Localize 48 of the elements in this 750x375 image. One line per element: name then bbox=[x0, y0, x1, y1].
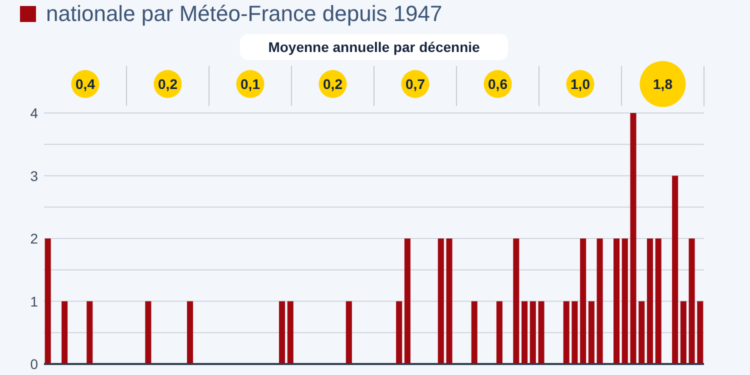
bar bbox=[471, 301, 478, 364]
bar bbox=[680, 301, 686, 364]
bar bbox=[278, 301, 286, 364]
y-tick-label: 1 bbox=[30, 293, 38, 310]
bar bbox=[62, 301, 68, 364]
text: 0,2 bbox=[323, 76, 343, 92]
bar bbox=[404, 238, 410, 364]
bar bbox=[346, 301, 352, 364]
text: 1,0 bbox=[570, 76, 590, 92]
bar bbox=[630, 113, 636, 364]
text: 0,7 bbox=[406, 76, 426, 92]
text: 1,8 bbox=[653, 76, 673, 92]
bar bbox=[496, 301, 502, 364]
bar bbox=[538, 301, 544, 364]
text: 0,1 bbox=[240, 76, 260, 92]
y-tick-label: 4 bbox=[30, 105, 38, 121]
bar bbox=[672, 176, 678, 364]
bar bbox=[522, 301, 528, 364]
text: Moyenne annuelle par décennie bbox=[268, 39, 480, 55]
legend-label: nationale par Météo-France depuis 1947 bbox=[46, 1, 442, 26]
text: 0,2 bbox=[158, 76, 178, 92]
bar bbox=[588, 301, 594, 364]
bar bbox=[697, 301, 704, 364]
bar bbox=[44, 238, 51, 364]
y-tick-label: 2 bbox=[30, 230, 38, 246]
bar bbox=[614, 238, 620, 364]
bar bbox=[646, 238, 653, 364]
bar bbox=[638, 301, 645, 364]
bar bbox=[563, 301, 570, 364]
bar bbox=[86, 301, 93, 364]
y-tick-label: 3 bbox=[30, 168, 38, 184]
bar bbox=[596, 238, 603, 364]
bar bbox=[530, 301, 536, 364]
bar bbox=[655, 238, 662, 364]
text: 0,6 bbox=[488, 76, 508, 92]
bar bbox=[446, 238, 452, 364]
text: 0,4 bbox=[76, 76, 96, 92]
bar bbox=[287, 301, 294, 364]
bar bbox=[438, 238, 444, 364]
bar bbox=[145, 301, 152, 364]
bar bbox=[572, 301, 578, 364]
bar bbox=[580, 238, 586, 364]
bar bbox=[187, 301, 194, 364]
bar bbox=[622, 238, 628, 364]
bar bbox=[513, 238, 520, 364]
bar bbox=[396, 301, 402, 364]
y-tick-label: 0 bbox=[30, 356, 38, 372]
bar bbox=[688, 238, 695, 364]
